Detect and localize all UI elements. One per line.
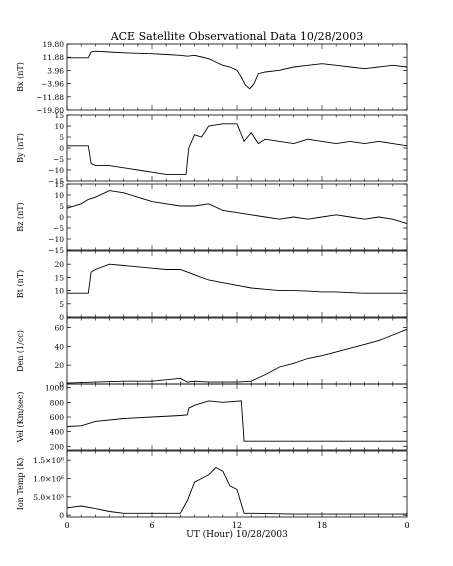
- bt-ytick-label: 0: [59, 313, 64, 322]
- x-tick-label: 18: [317, 521, 327, 530]
- den-ytick-label: 0: [59, 380, 64, 389]
- bx-ytick-label: −19.80: [36, 106, 64, 115]
- by-ytick-label: 15: [54, 111, 64, 120]
- bz-ytick-label: −15: [48, 246, 64, 255]
- bx-panel: 19.80 11.88 3.96 −3.96 −11.88 −19.80 Bx (nT): [16, 40, 408, 115]
- ion-temp-ytick-label: 1.0×10⁶: [33, 475, 64, 484]
- bt-ylabel: Bt (nT): [16, 270, 25, 298]
- den-ytick-label: 20: [54, 361, 64, 370]
- bx-ytick-label: 3.96: [47, 66, 64, 75]
- ion-temp-panel: 1.5×10⁶ 1.0×10⁶ 5.0×10⁵ 0 Ion Temp (K): [16, 450, 408, 520]
- vel-ytick-label: 800: [50, 398, 65, 407]
- by-ytick-label: −15: [48, 177, 64, 186]
- den-ytick-label: 40: [54, 342, 64, 351]
- ion-temp-series-line: [66, 466, 407, 515]
- bz-series-line: [66, 190, 408, 225]
- bt-ytick-label: 5: [59, 300, 64, 309]
- vel-ytick-label: 600: [50, 413, 65, 422]
- bz-panel: 15 10 5 0 −5 −10 −15 Bz (nT): [16, 180, 408, 255]
- x-axis-label: UT (Hour) 10/28/2003: [186, 529, 288, 540]
- vel-ylabel: Vel (Km/sec): [16, 392, 25, 444]
- by-ytick-label: −5: [53, 155, 64, 164]
- by-panel: 15 10 5 0 −5 −10 −15 By (nT): [16, 111, 408, 186]
- by-ylabel: By (nT): [16, 133, 25, 163]
- x-tick-label: 0: [404, 521, 409, 530]
- den-ylabel: Den (1/cc): [16, 330, 25, 372]
- figure-title: ACE Satellite Observational Data 10/28/2…: [110, 30, 364, 43]
- bx-ytick-label: 11.88: [43, 53, 65, 62]
- bx-ytick-label: −11.88: [36, 93, 64, 102]
- by-ytick-label: 5: [59, 133, 64, 142]
- by-ytick-label: 10: [54, 122, 64, 131]
- vel-ytick-label: 200: [50, 442, 65, 451]
- ion-temp-ylabel: Ion Temp (K): [16, 458, 25, 511]
- ion-temp-ytick-label: 0: [59, 511, 64, 520]
- bx-frame: [66, 43, 408, 111]
- bz-ytick-label: −5: [53, 224, 64, 233]
- bz-ytick-label: 10: [54, 191, 64, 200]
- vel-panel: 1000 800 600 400 200 Vel (Km/sec): [16, 383, 408, 451]
- vel-ytick-label: 1000: [45, 384, 64, 393]
- bt-frame: [66, 250, 408, 318]
- by-ytick-label: 0: [59, 144, 64, 153]
- bz-ytick-label: 0: [59, 213, 64, 222]
- bt-series-line: [67, 263, 407, 294]
- bx-ytick-label: −3.96: [41, 80, 64, 89]
- den-series-line: [66, 328, 408, 384]
- bz-ylabel: Bz (nT): [16, 202, 25, 231]
- ion-temp-ytick-label: 5.0×10⁵: [33, 493, 64, 502]
- ion-temp-frame: [66, 450, 408, 518]
- den-frame: [66, 317, 408, 385]
- by-series-line: [67, 123, 408, 175]
- bt-ytick-label: 10: [54, 287, 64, 296]
- by-ytick-label: −10: [48, 166, 64, 175]
- bt-panel: 20 15 10 5 0 Bt (nT): [16, 250, 408, 322]
- bz-ytick-label: 15: [54, 180, 64, 189]
- den-panel: 60 40 20 0 Den (1/cc): [16, 317, 408, 389]
- bz-frame: [66, 183, 408, 251]
- x-tick-label: 12: [232, 521, 242, 530]
- vel-frame: [66, 383, 408, 451]
- den-ytick-label: 60: [54, 323, 64, 332]
- bz-ytick-label: −10: [48, 235, 64, 244]
- bx-series-line: [67, 50, 408, 90]
- bt-ytick-label: 15: [54, 273, 64, 282]
- bt-ytick-label: 20: [54, 260, 64, 269]
- vel-series-line: [66, 400, 407, 442]
- bz-ytick-label: 5: [59, 202, 64, 211]
- vel-ytick-label: 400: [50, 428, 65, 437]
- ion-temp-ytick-label: 1.5×10⁶: [33, 456, 64, 465]
- x-tick-label: 0: [64, 521, 69, 530]
- x-tick-label: 6: [149, 521, 154, 530]
- bx-ytick-label: 19.80: [43, 40, 65, 49]
- bx-ylabel: Bx (nT): [16, 62, 25, 92]
